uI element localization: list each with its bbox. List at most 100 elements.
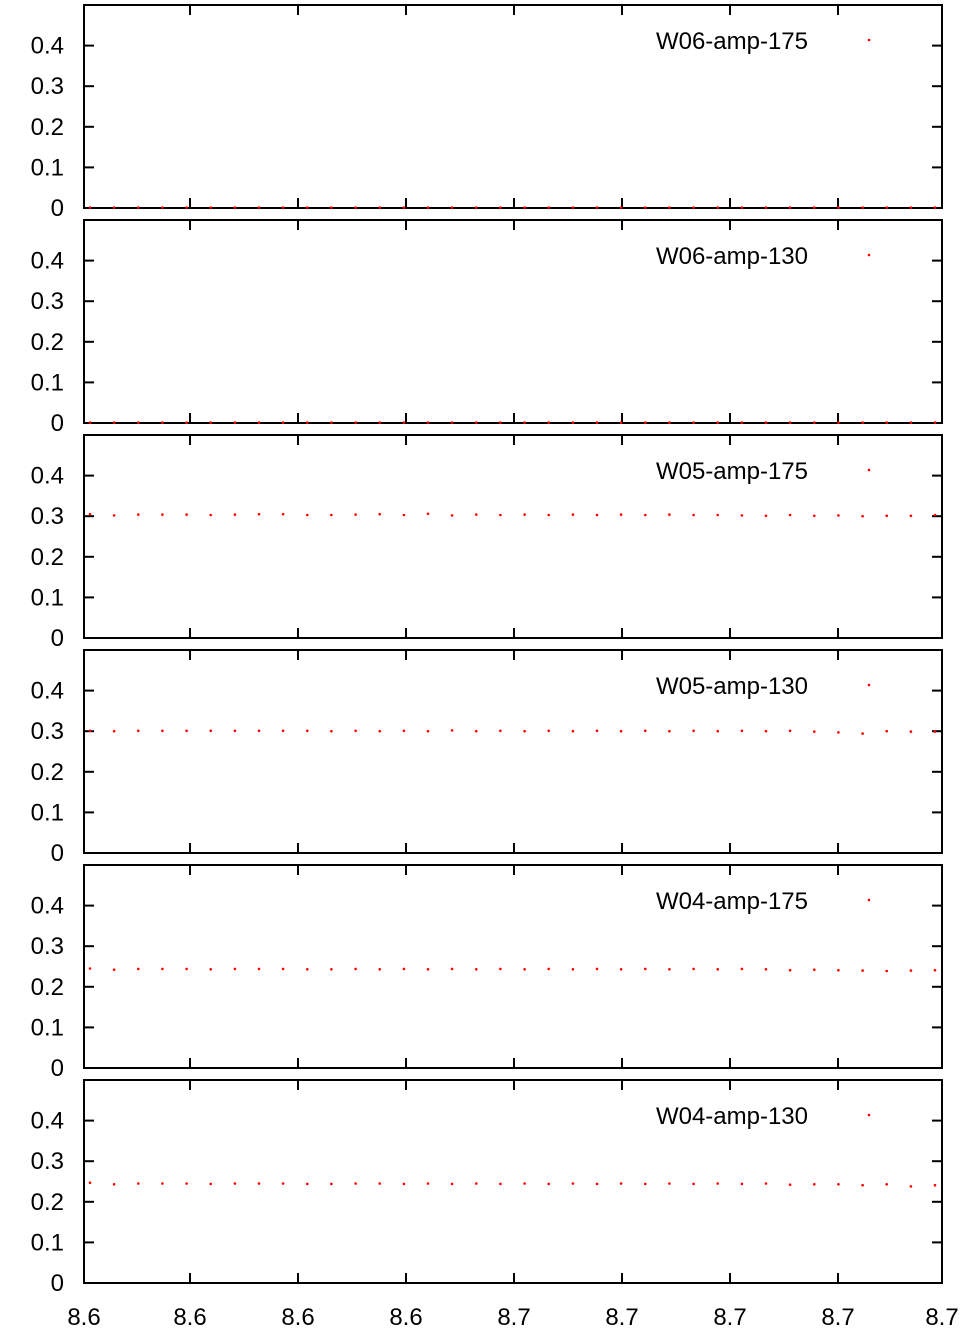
data-point (571, 513, 575, 516)
data-point (185, 967, 188, 971)
data-point (523, 729, 526, 733)
data-point (257, 512, 261, 516)
data-point (306, 1182, 309, 1186)
data-point (813, 421, 816, 424)
y-tick-label: 0.1 (31, 1014, 64, 1041)
data-point (354, 967, 357, 971)
data-point (619, 968, 623, 971)
data-point (619, 513, 623, 516)
y-tick-label: 0.4 (31, 248, 64, 275)
data-point (595, 967, 599, 971)
data-point (88, 206, 92, 209)
legend-marker (867, 38, 871, 42)
legend-label: W04-amp-175 (656, 888, 808, 915)
data-point (185, 1182, 188, 1185)
data-point (475, 513, 478, 516)
data-point (306, 729, 309, 733)
data-point (161, 206, 164, 209)
data-point (740, 514, 744, 517)
data-point (137, 513, 140, 516)
data-point (330, 1182, 333, 1186)
data-point (813, 730, 816, 733)
legend-marker (867, 468, 871, 472)
data-point (233, 967, 237, 971)
y-tick-label: 0.2 (31, 114, 64, 141)
y-tick-label: 0.3 (31, 503, 64, 530)
data-point (112, 729, 116, 733)
data-point (861, 969, 864, 972)
data-point (571, 729, 575, 733)
data-point (306, 968, 309, 971)
data-point (233, 421, 237, 424)
data-point (426, 968, 430, 971)
plot-frame (83, 434, 943, 639)
data-point (788, 206, 792, 209)
data-point (837, 731, 840, 734)
data-point (716, 513, 719, 517)
data-point (764, 206, 768, 209)
y-tick-label: 0.2 (31, 974, 64, 1001)
plot-frame (83, 219, 943, 424)
data-point (112, 514, 116, 517)
data-point (716, 1182, 719, 1185)
data-point (523, 206, 526, 209)
data-point (837, 421, 840, 424)
data-point (571, 206, 575, 209)
legend-label: W06-amp-130 (656, 243, 808, 270)
y-tick-label: 0.1 (31, 1229, 64, 1256)
data-point (281, 1182, 285, 1185)
data-point (909, 969, 913, 972)
y-tick-label: 0 (51, 410, 64, 437)
data-point (88, 512, 92, 516)
data-point (837, 514, 840, 517)
x-tick-label: 8.7 (821, 1304, 854, 1331)
data-point (595, 206, 599, 209)
x-tick-label: 8.6 (173, 1304, 206, 1331)
data-point (378, 729, 382, 733)
data-point (571, 421, 575, 424)
data-point (475, 968, 478, 971)
data-point (813, 968, 816, 971)
data-point (933, 1183, 937, 1187)
data-point (547, 729, 550, 733)
data-point (885, 206, 888, 209)
data-point (716, 968, 719, 971)
data-point (523, 968, 526, 971)
data-point (281, 421, 285, 424)
data-point (281, 512, 285, 516)
data-point (716, 421, 719, 424)
data-point (837, 206, 840, 209)
data-point (547, 967, 550, 971)
y-tick-label: 0.1 (31, 799, 64, 826)
data-point (161, 513, 164, 516)
data-point (909, 730, 913, 733)
data-point (668, 421, 671, 424)
y-tick-label: 0.4 (31, 893, 64, 920)
data-point (909, 206, 913, 209)
data-point (788, 421, 792, 424)
data-point (885, 969, 888, 973)
data-point (813, 1183, 816, 1186)
panel-5: 0 0.1 0.2 0.3 0.4 W04-amp-175 (31, 864, 943, 1082)
data-point (233, 729, 237, 733)
data-point (547, 1182, 550, 1186)
data-point (426, 729, 430, 733)
data-point (716, 729, 719, 733)
data-point (595, 1182, 599, 1186)
data-point (885, 1183, 888, 1186)
data-point (813, 206, 816, 209)
data-point (692, 729, 695, 733)
data-point (233, 1182, 237, 1185)
data-point (595, 421, 599, 424)
data-point (426, 421, 430, 424)
data-point (595, 513, 599, 517)
data-point (644, 729, 647, 733)
data-point (450, 421, 454, 424)
legend-marker (867, 898, 871, 902)
data-point (402, 206, 406, 209)
y-tick-label: 0.4 (31, 33, 64, 60)
data-point (692, 421, 695, 424)
data-point (523, 421, 526, 424)
plot-frame (83, 649, 943, 854)
